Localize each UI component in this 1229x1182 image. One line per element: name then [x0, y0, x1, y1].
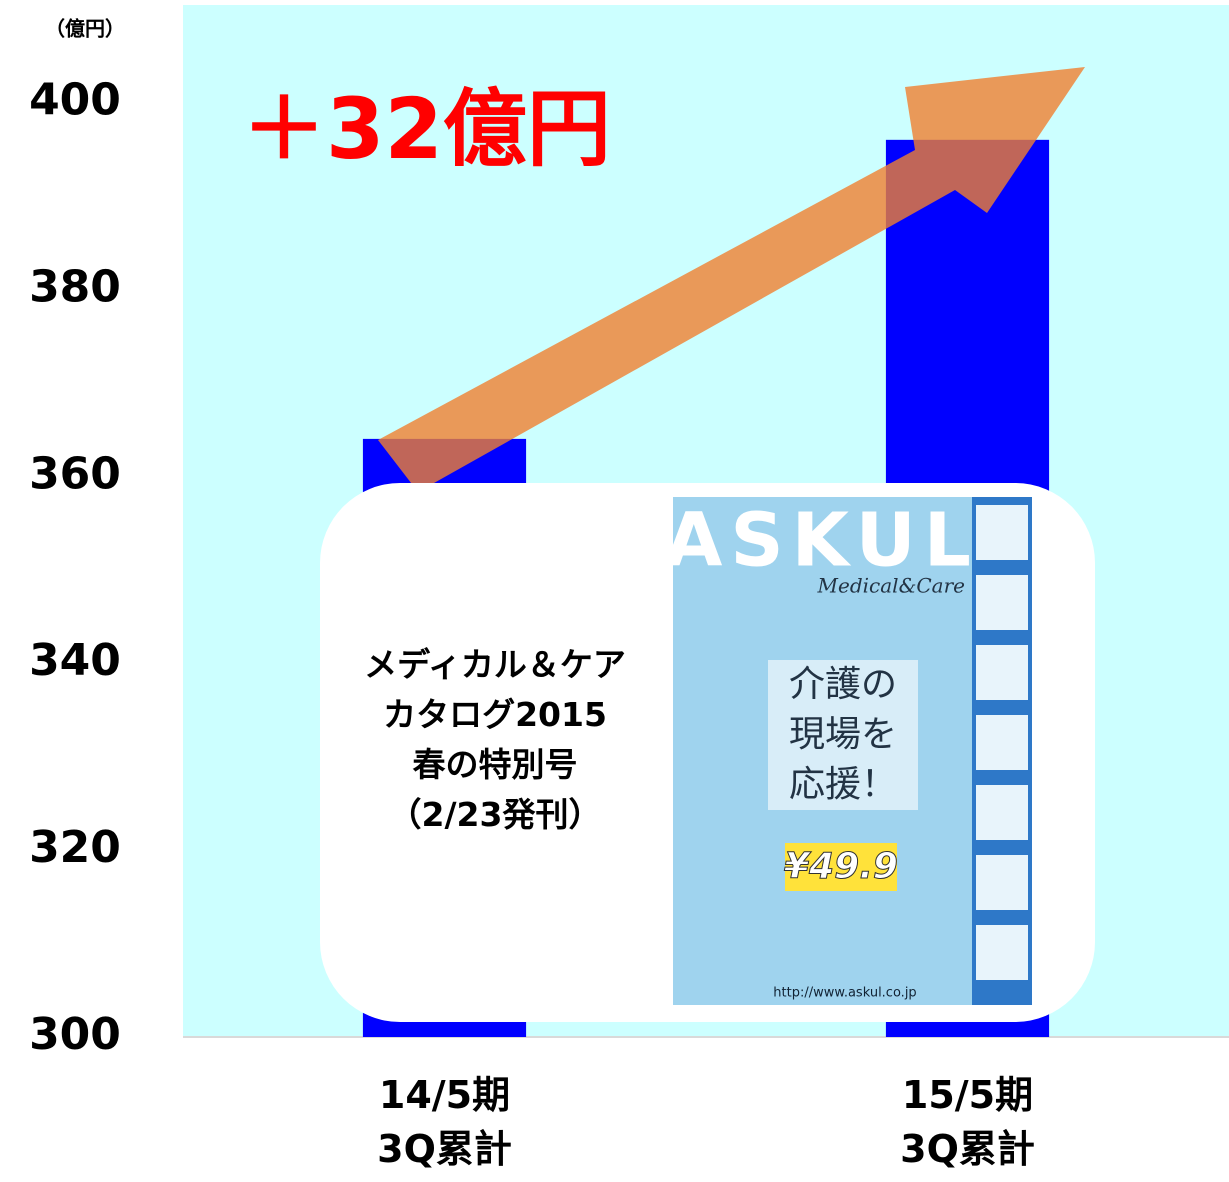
- catalog-thumb: [976, 645, 1028, 700]
- price-tag: [785, 843, 897, 891]
- catalog-thumb: [976, 855, 1028, 910]
- catalog-thumb: [976, 505, 1028, 560]
- catalog-url: http://www.askul.co.jp: [773, 986, 916, 1001]
- catalog-brand: ASKUL: [665, 498, 979, 584]
- catalog-thumb: [976, 785, 1028, 840]
- catalog-thumb: [976, 925, 1028, 980]
- y-tick-label: 400: [29, 74, 121, 125]
- y-tick-label: 360: [29, 448, 121, 499]
- growth-arrow: [378, 67, 1085, 492]
- catalog-subtitle: Medical&Care: [817, 574, 965, 598]
- y-tick-label: 340: [29, 635, 121, 686]
- catalog-thumb: [976, 575, 1028, 630]
- x-tick-label: 14/5期 3Q累計: [377, 1073, 512, 1171]
- catalog-thumb: [976, 715, 1028, 770]
- catalog-headline: 介護の 現場を 応援！: [768, 660, 918, 810]
- catalog-price: ¥49.9: [784, 846, 898, 887]
- y-tick-label: 300: [29, 1009, 121, 1060]
- callout-text: メディカル＆ケア カタログ2015 春の特別号 （2/23発刊）: [364, 645, 626, 834]
- annotation: ＋32億円: [242, 80, 611, 178]
- unit-label: （億円）: [45, 17, 125, 41]
- y-tick-label: 320: [29, 822, 121, 873]
- y-tick-label: 380: [29, 261, 121, 312]
- x-tick-label: 15/5期 3Q累計: [900, 1073, 1035, 1171]
